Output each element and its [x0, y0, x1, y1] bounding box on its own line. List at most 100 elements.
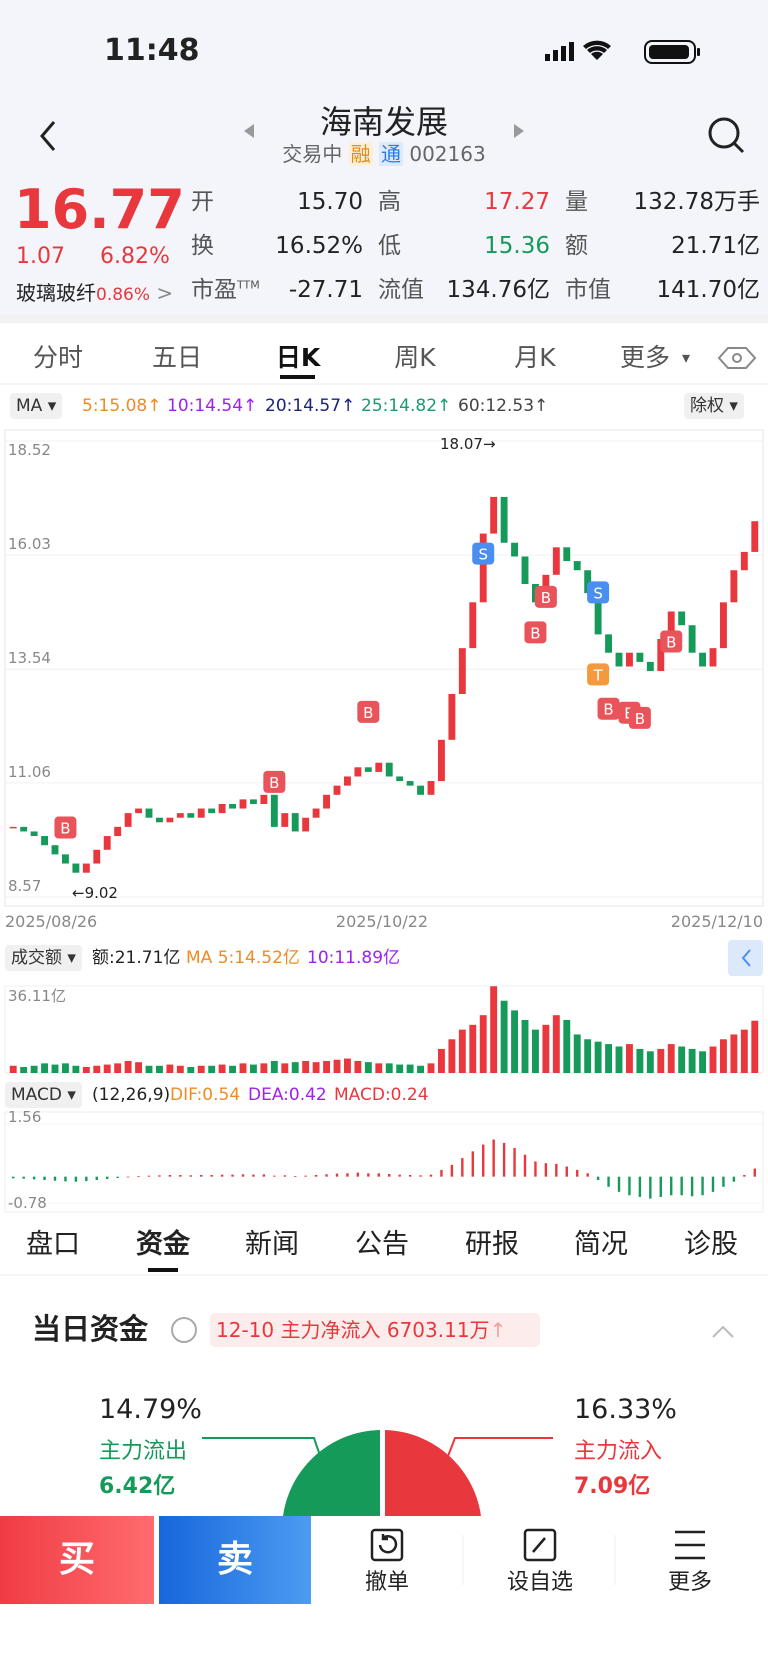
volume-selector[interactable]: 成交额 ▾	[5, 945, 82, 971]
field-value: 141.70亿	[656, 277, 760, 303]
macd-bar	[617, 1176, 621, 1192]
detail-tab[interactable]: 盘口	[26, 1229, 80, 1260]
candle	[354, 767, 362, 777]
signal-label: B	[530, 624, 540, 642]
y-tick-label: 11.06	[8, 763, 51, 781]
fund-title: 当日资金	[32, 1312, 149, 1346]
x-tick-label: 2025/08/26	[5, 912, 98, 931]
volume-bar	[625, 1044, 633, 1073]
detail-tab[interactable]: 资金	[136, 1229, 190, 1260]
macd-bar	[388, 1173, 391, 1177]
chart-tab[interactable]: 周K	[394, 343, 436, 372]
candle	[51, 845, 59, 855]
buy-button[interactable]	[0, 1516, 154, 1604]
volume-bar	[688, 1048, 696, 1073]
macd-bar	[534, 1161, 537, 1177]
collapse-tab[interactable]	[728, 940, 763, 976]
macd-bar	[126, 1176, 130, 1178]
detail-tab[interactable]: 研报	[465, 1229, 519, 1260]
chart-tab[interactable]: 五日	[151, 343, 202, 372]
macd-bar	[722, 1176, 725, 1187]
candle	[427, 781, 435, 795]
sell-button[interactable]	[159, 1516, 311, 1604]
out-amount: 6.42亿	[99, 1474, 176, 1499]
field-value: 132.78万手	[633, 189, 760, 215]
x-tick-label: 2025/10/22	[335, 912, 429, 931]
in-pct: 16.33%	[574, 1394, 677, 1425]
field-value: 16.52%	[275, 233, 363, 259]
detail-tab[interactable]: 新闻	[245, 1229, 299, 1260]
action-label[interactable]: 更多	[667, 1570, 712, 1595]
next-icon[interactable]	[514, 124, 524, 138]
volume-bar	[103, 1064, 111, 1073]
candle	[709, 648, 717, 667]
chart-tab[interactable]: 日K	[275, 343, 321, 372]
trade-status: 交易中	[282, 142, 343, 166]
settings-icon[interactable]	[717, 347, 757, 369]
adjust-label: 除权	[690, 396, 724, 416]
prev-icon[interactable]	[244, 124, 254, 138]
volume-bar	[249, 1064, 257, 1073]
volume-bar	[605, 1044, 613, 1073]
macd-bar	[335, 1173, 339, 1177]
detail-tab[interactable]: 公告	[355, 1229, 409, 1260]
volume-bar	[657, 1048, 665, 1073]
field-name: 市值	[565, 277, 611, 303]
volume-bar	[667, 1044, 675, 1073]
volume-bar	[312, 1062, 320, 1073]
signal-badge	[263, 770, 286, 793]
volume-bar	[427, 1063, 435, 1073]
back-icon[interactable]	[40, 121, 56, 151]
volume-bar	[197, 1065, 205, 1073]
signal-label: B	[269, 774, 279, 792]
chart-tab[interactable]: 月K	[514, 343, 556, 372]
macd-frame	[4, 1111, 764, 1213]
macd-bar	[283, 1175, 286, 1177]
volume-bar	[730, 1034, 738, 1073]
candle	[343, 776, 351, 786]
adjust-selector[interactable]: 除权 ▾	[684, 393, 744, 419]
macd-bar	[523, 1154, 527, 1177]
macd-bar	[576, 1169, 579, 1177]
buy-label: 买	[58, 1539, 95, 1580]
action-label[interactable]: 设自选	[506, 1570, 573, 1595]
chart-tab[interactable]: 更多	[619, 343, 670, 372]
signal-badge	[357, 700, 380, 723]
volume-bar	[448, 1039, 456, 1073]
candle	[239, 799, 247, 809]
macd-bar	[408, 1174, 412, 1177]
action-label[interactable]: 撤单	[364, 1570, 409, 1595]
chart-tab[interactable]: 分时	[32, 343, 83, 372]
ma-selector[interactable]: MA ▾	[10, 393, 63, 419]
macd-bar	[367, 1173, 370, 1177]
field-name: 流值	[378, 277, 424, 303]
macd-item: DEA:0.42	[248, 1085, 327, 1105]
volume-bar	[323, 1060, 331, 1073]
candle	[406, 781, 414, 786]
help-icon[interactable]	[171, 1317, 197, 1343]
candle	[667, 611, 675, 639]
macd-bar	[711, 1176, 715, 1192]
macd-bar	[649, 1176, 652, 1199]
macd-bar	[596, 1176, 600, 1181]
collapse-icon[interactable]	[712, 1325, 734, 1338]
sector[interactable]: 玻璃玻纤0.86% >	[16, 281, 174, 305]
detail-tab[interactable]: 简况	[574, 1229, 628, 1260]
candle	[72, 863, 80, 873]
field-value: 15.36	[484, 233, 550, 259]
candle	[678, 611, 686, 626]
in-label: 主力流入	[574, 1439, 663, 1464]
volume-bar	[709, 1046, 717, 1073]
macd-selector[interactable]: MACD ▾	[5, 1082, 82, 1108]
ma-label: MA	[16, 396, 43, 416]
field-label: 低	[378, 235, 401, 258]
volume-bar	[364, 1062, 372, 1073]
macd-bar	[200, 1174, 203, 1177]
candle	[563, 547, 571, 562]
detail-tab[interactable]: 诊股	[684, 1229, 738, 1260]
search-icon[interactable]	[708, 117, 745, 154]
field-value: 21.71亿	[671, 233, 760, 259]
sector-pct: 0.86%	[96, 285, 151, 305]
volume-bar	[417, 1065, 425, 1073]
